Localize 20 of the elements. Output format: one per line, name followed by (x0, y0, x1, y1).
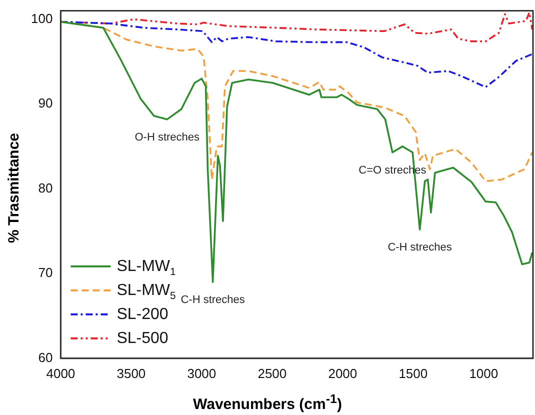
y-tick-label: 80 (38, 180, 53, 196)
y-tick-label: 90 (38, 96, 53, 111)
annotation: O-H streches (134, 131, 200, 144)
x-tick-label: 4000 (46, 366, 76, 381)
x-tick-label: 3000 (187, 366, 216, 381)
y-tick-label: 70 (38, 265, 53, 280)
x-tick-label: 2500 (258, 366, 287, 381)
annotation: C-H streches (388, 242, 452, 254)
legend-label: SL-200 (116, 306, 168, 323)
y-tick-label: 60 (38, 350, 53, 365)
x-tick-label: 1500 (398, 366, 428, 381)
y-tick-label: 100 (30, 10, 53, 26)
legend-label: SL-500 (116, 330, 168, 347)
x-tick-label: 3500 (116, 366, 146, 381)
y-axis-title: % Trasmittance (6, 132, 22, 243)
line-series (60, 20, 533, 88)
x-axis-title: Wavenumbers (cm$^{-1}$) (192, 392, 343, 413)
annotation: C-H streches (180, 294, 246, 306)
x-tick-label: 2000 (328, 366, 358, 381)
x-tick-label: 1000 (469, 366, 498, 381)
